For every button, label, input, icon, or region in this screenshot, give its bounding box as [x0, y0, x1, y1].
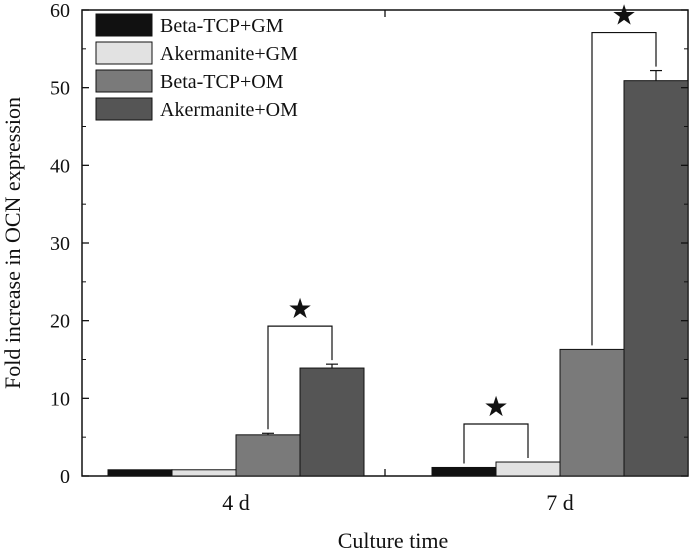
bars: [107, 69, 689, 477]
significance-bracket: [591, 31, 657, 346]
y-tick-label: 60: [50, 0, 70, 22]
y-tick-label: 0: [60, 466, 70, 488]
bar-beta-tcp-gm-7d: [431, 466, 497, 477]
bar-akermanite-om-4d: [299, 367, 365, 477]
legend-swatch: [95, 69, 153, 93]
bar-akermanite-om-7d: [623, 80, 689, 477]
legend-swatch: [95, 97, 153, 121]
x-axis-title: Culture time: [338, 528, 449, 552]
significance-bracket: [267, 325, 333, 430]
x-tick-label: 7 d: [546, 490, 574, 515]
legend-swatch: [95, 41, 153, 65]
y-tick-label: 50: [50, 78, 70, 100]
bar-beta-tcp-om-7d: [559, 348, 625, 477]
axes: 0 10 20 30 40 50 60 4 d 7 d: [50, 0, 688, 515]
significance-star: ★: [287, 292, 312, 325]
legend-label: Akermanite+GM: [160, 43, 298, 65]
y-tick-label: 40: [50, 155, 70, 177]
legend: Beta-TCP+GM Akermanite+GM Beta-TCP+OM Akerm…: [95, 13, 298, 121]
y-tick-label: 10: [50, 388, 70, 410]
legend-label: Akermanite+OM: [160, 99, 298, 121]
y-tick-label: 30: [50, 233, 70, 255]
significance-bracket: [463, 423, 529, 464]
significance-star: ★: [611, 0, 636, 32]
bar-akermanite-gm-7d: [495, 461, 561, 477]
significance-brackets: ★ ★ ★: [267, 0, 657, 464]
significance-star: ★: [483, 390, 508, 423]
bar-beta-tcp-gm-4d: [107, 469, 173, 477]
y-tick-label: 20: [50, 311, 70, 333]
bar-beta-tcp-om-4d: [235, 434, 301, 477]
y-axis-title: Fold increase in OCN expression: [0, 97, 25, 389]
bar-akermanite-gm-4d: [171, 469, 237, 477]
legend-swatch: [95, 13, 153, 37]
legend-label: Beta-TCP+OM: [160, 71, 284, 93]
x-tick-label: 4 d: [222, 490, 250, 515]
legend-label: Beta-TCP+GM: [160, 15, 284, 37]
